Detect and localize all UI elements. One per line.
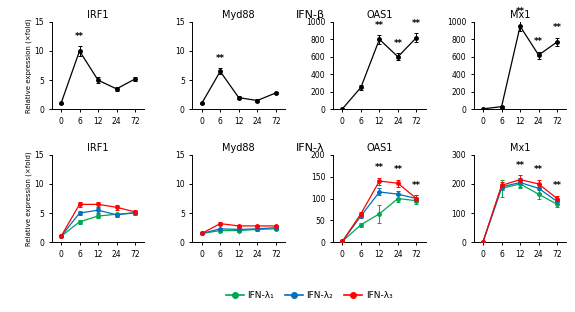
Y-axis label: Relative expression (×fold): Relative expression (×fold) (25, 151, 32, 246)
Title: IRF1: IRF1 (87, 10, 109, 20)
Title: OAS1: OAS1 (366, 143, 393, 153)
Title: Myd88: Myd88 (223, 10, 255, 20)
Text: **: ** (553, 181, 562, 190)
Title: OAS1: OAS1 (366, 10, 393, 20)
Text: **: ** (412, 19, 421, 28)
Text: **: ** (393, 165, 402, 174)
Y-axis label: Relative expression (×fold): Relative expression (×fold) (25, 18, 32, 113)
Text: **: ** (516, 161, 524, 170)
Title: IRF1: IRF1 (87, 143, 109, 153)
Text: **: ** (516, 7, 524, 16)
Legend: IFN-λ₁, IFN-λ₂, IFN-λ₃: IFN-λ₁, IFN-λ₂, IFN-λ₃ (222, 287, 396, 303)
Text: **: ** (75, 32, 84, 41)
Title: Mx1: Mx1 (510, 10, 530, 20)
Text: **: ** (375, 21, 384, 30)
Title: Myd88: Myd88 (223, 143, 255, 153)
Text: **: ** (534, 165, 543, 174)
Text: **: ** (393, 39, 402, 48)
Text: **: ** (375, 163, 384, 172)
Text: **: ** (553, 23, 562, 32)
Text: **: ** (412, 181, 421, 190)
Title: Mx1: Mx1 (510, 143, 530, 153)
Text: IFN-λ: IFN-λ (296, 143, 325, 153)
Text: IFN-β: IFN-β (296, 10, 325, 20)
Text: **: ** (216, 54, 225, 63)
Text: **: ** (534, 37, 543, 46)
